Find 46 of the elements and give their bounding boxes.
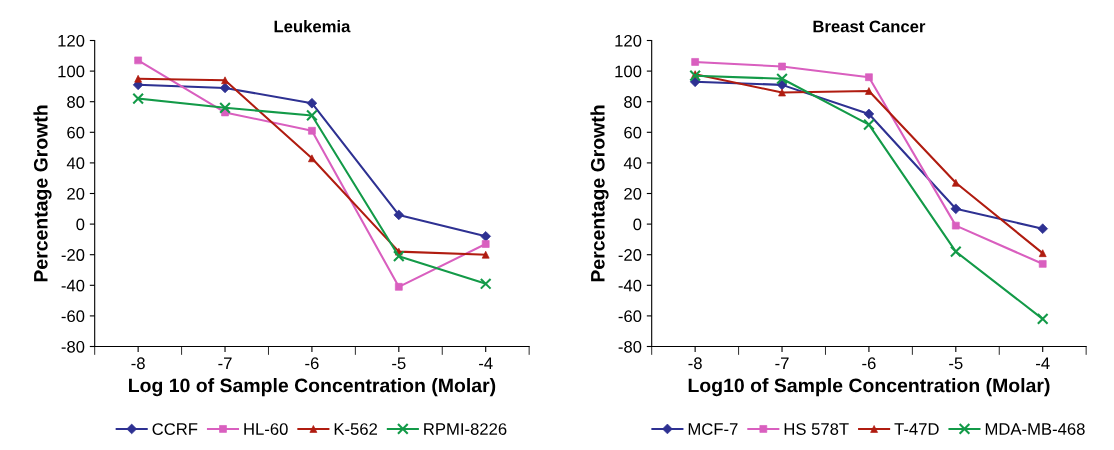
- chart-title: Breast Cancer: [813, 20, 926, 33]
- x-tick-label: -5: [949, 357, 963, 370]
- y-tick-label: -20: [61, 249, 85, 261]
- x-axis-title: Log 10 of Sample Concentration (Molar): [129, 378, 496, 397]
- x-tick-label: -6: [305, 357, 319, 370]
- x-tick-label: -6: [862, 357, 876, 370]
- y-tick-label: -40: [618, 279, 642, 292]
- y-tick-label: 0: [76, 218, 85, 231]
- legend-label: HS 578T: [784, 423, 849, 435]
- x-tick-label: -4: [479, 357, 493, 369]
- legend-label: K-562: [334, 423, 378, 435]
- y-tick-label: -20: [618, 249, 642, 261]
- chart-title: Leukemia: [274, 20, 351, 33]
- y-tick-label: 40: [623, 157, 642, 170]
- y-axis-title: Percentage Growth: [590, 105, 609, 282]
- y-tick-label: 100: [615, 65, 642, 78]
- y-tick-label: -60: [618, 310, 642, 323]
- x-tick-label: -7: [775, 357, 789, 369]
- x-tick-label: -8: [688, 357, 702, 370]
- y-axis-title: Percentage Growth: [33, 105, 52, 282]
- y-tick-label: 100: [58, 65, 85, 78]
- legend-label: MCF-7: [688, 423, 738, 435]
- y-tick-label: 40: [66, 157, 85, 170]
- x-tick-label: -5: [392, 357, 406, 370]
- legend-label: CCRF: [152, 423, 198, 435]
- y-tick-label: 60: [624, 126, 642, 139]
- x-axis-title: Log10 of Sample Concentration (Molar): [688, 378, 1050, 397]
- y-tick-label: 80: [67, 96, 85, 108]
- y-tick-label: 60: [67, 126, 85, 139]
- y-tick-label: 20: [624, 187, 642, 200]
- y-tick-label: 0: [633, 218, 642, 231]
- y-tick-label: -60: [61, 310, 85, 323]
- legend-label: HL-60: [244, 423, 288, 435]
- y-tick-label: 120: [615, 34, 642, 47]
- x-tick-label: -4: [1036, 357, 1050, 369]
- legend-label: T-47D: [894, 423, 939, 435]
- y-tick-label: 80: [624, 96, 642, 108]
- y-tick-label: -80: [618, 340, 642, 353]
- y-tick-label: 20: [67, 187, 85, 200]
- y-tick-label: -40: [61, 279, 85, 292]
- y-tick-label: -80: [61, 340, 85, 353]
- x-tick-label: -8: [131, 357, 145, 370]
- x-tick-label: -7: [218, 357, 232, 369]
- legend-label: RPMI-8226: [424, 423, 507, 435]
- y-tick-label: 120: [58, 34, 85, 47]
- legend-label: MDA-MB-468: [985, 423, 1085, 435]
